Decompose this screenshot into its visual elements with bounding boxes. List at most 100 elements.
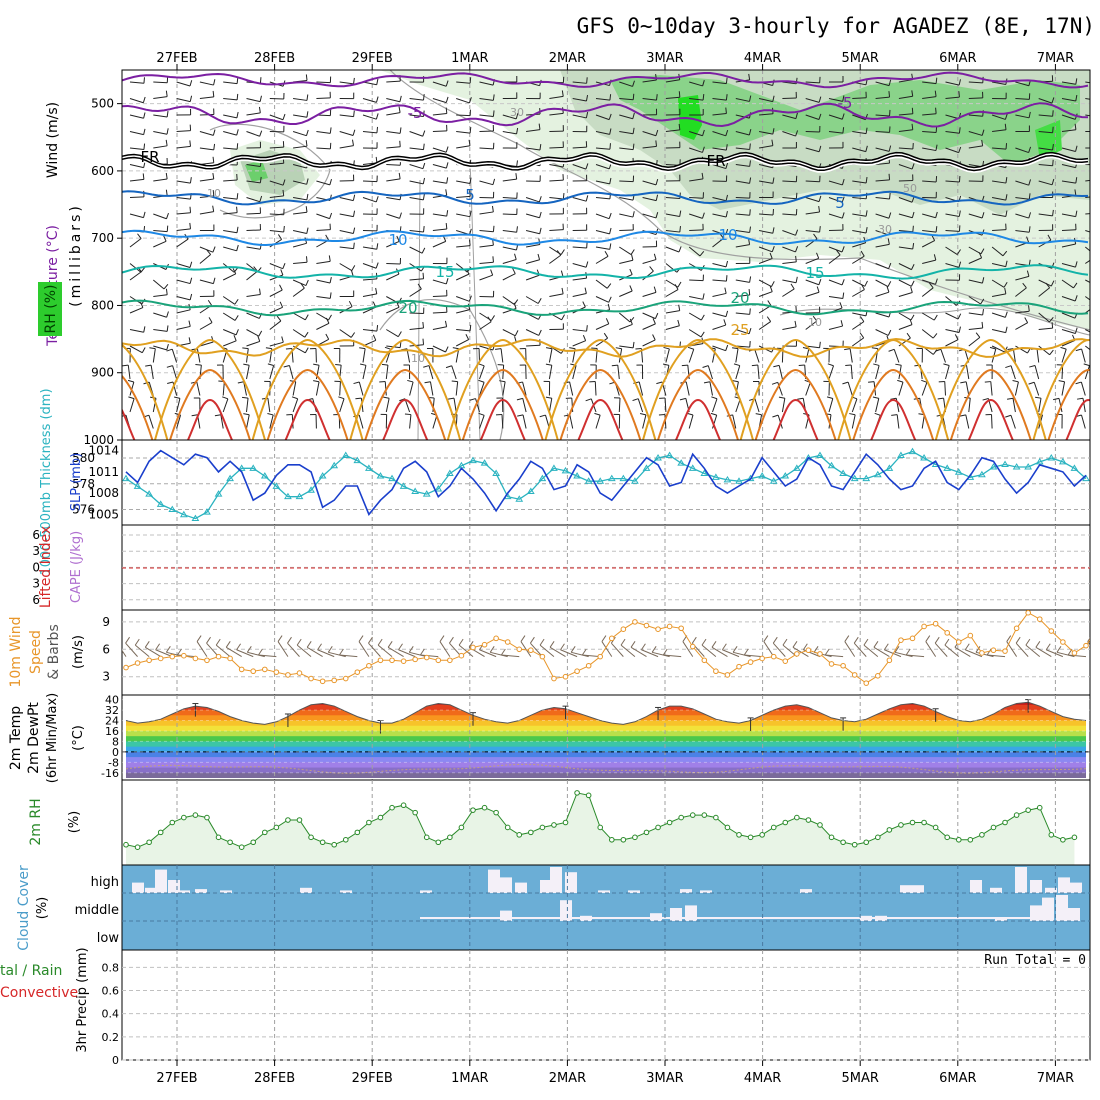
wind10m-barb-flag [215, 638, 221, 646]
wind-barb [153, 131, 168, 135]
wind-barb [712, 113, 727, 116]
wind-barb [386, 131, 401, 134]
wind-barb [475, 398, 480, 413]
wind-barb [152, 348, 156, 363]
wind-barb-flag [1075, 210, 1078, 217]
wind10m-barb [954, 646, 971, 658]
wind-barb-flag [725, 260, 729, 268]
wind10m-barb [610, 642, 624, 657]
thickness-point [642, 464, 651, 471]
wind-barb-flag [931, 235, 936, 241]
wind-barb [945, 81, 960, 86]
wind-barb-flag [495, 348, 502, 350]
wind-barb-flag [304, 314, 309, 321]
wind10m-barb [825, 654, 844, 658]
wind-barb [1038, 147, 1053, 151]
contour-label: 5 [465, 186, 475, 204]
wind-barb-flag [1094, 251, 1097, 256]
wind-barb [945, 147, 959, 154]
wind-barb-flag [422, 272, 425, 279]
wind-barb-flag [981, 129, 985, 136]
thickness-point [318, 472, 327, 479]
wind-barb-flag [537, 298, 542, 304]
wind-barb-flag [818, 278, 822, 285]
wind10m-barb-flag [165, 646, 171, 653]
wind-barb-flag [237, 381, 244, 384]
wind-barb-flag [655, 212, 659, 219]
contour-label: 30 [510, 106, 524, 119]
wind-barb [758, 246, 773, 253]
wind-barb [432, 228, 447, 231]
rh2m-axis-label: 2m RH [28, 798, 44, 845]
precip-axis-label: 3hr Precip (mm) [75, 947, 90, 1052]
wind-barb-flag [603, 332, 609, 339]
wind-barb [968, 398, 971, 413]
wind-barb-flag [585, 398, 592, 402]
rh-contour [779, 307, 1090, 336]
wind-barb-flag [512, 268, 516, 274]
wind-barb-flag [1028, 212, 1032, 219]
wind-barb [595, 279, 608, 289]
thickness-point [735, 477, 743, 484]
wind10m-barb-flag [225, 641, 231, 648]
wind-barb-flag [487, 316, 492, 323]
wind-barb [456, 213, 471, 218]
wind-barb [176, 325, 191, 330]
thickness-point [526, 487, 535, 495]
wind-barb [293, 145, 308, 149]
contour-lobe [949, 368, 1032, 440]
wind-barb [1015, 147, 1029, 154]
contour-label: 10 [718, 226, 737, 244]
wind-barb [619, 81, 633, 87]
wind-barb [898, 129, 913, 132]
wind-barb [176, 145, 191, 149]
wind-barb [479, 261, 494, 264]
wind-barb-flag [352, 194, 356, 201]
wind10m-barb-flag [1025, 638, 1031, 646]
wind-barb [246, 270, 258, 281]
wind-barb-flag [490, 315, 495, 321]
wind-barb [619, 114, 633, 120]
thickness-point [954, 468, 963, 475]
wind-barb [782, 288, 795, 297]
wind10m-point [261, 666, 268, 673]
cloud-high-block [300, 887, 312, 893]
rh2m-point [470, 807, 476, 813]
wind-barb [849, 348, 853, 363]
wind10m-point [157, 655, 164, 662]
wind-barb-flag [702, 293, 705, 300]
cloud-high-block [1030, 880, 1042, 893]
wind-barb-flag [935, 144, 938, 151]
wind-barb-flag [981, 321, 984, 328]
wind10m-point [551, 675, 557, 682]
wind-barb-flag [335, 363, 342, 366]
wind-barb-flag [702, 94, 705, 101]
wind-barb [618, 397, 621, 413]
wind-barb-flag [166, 325, 169, 332]
wind-barb [502, 197, 517, 199]
wind-barb [595, 147, 610, 150]
temperature-band [126, 746, 1086, 753]
wind-barb [292, 180, 307, 185]
wind-barb-flag [560, 270, 564, 277]
wind-barb-flag [911, 163, 915, 170]
wind-barb [1061, 98, 1076, 102]
wind-barb-flag [189, 95, 193, 102]
wind-barb-flag [1076, 397, 1084, 400]
li-tick-label: 3 [32, 544, 40, 558]
wind-barb-flag [545, 347, 553, 350]
cloud-high-block [1045, 887, 1057, 893]
wind-barb [246, 340, 260, 347]
wind-barb [619, 259, 634, 264]
wind-barb-flag [795, 130, 799, 137]
rh2m-point [308, 834, 314, 841]
wind-barb-flag [397, 331, 402, 337]
temp-tick-label: 8 [112, 735, 119, 748]
wind-barb-flag [212, 190, 215, 197]
wind-barb-flag [259, 77, 262, 84]
wind-barb [409, 114, 424, 118]
wind-barb-flag [1096, 251, 1100, 256]
wind-barb-flag [328, 314, 332, 321]
wind-barb-flag [655, 129, 659, 136]
wind-tick-label: 9 [102, 615, 110, 629]
